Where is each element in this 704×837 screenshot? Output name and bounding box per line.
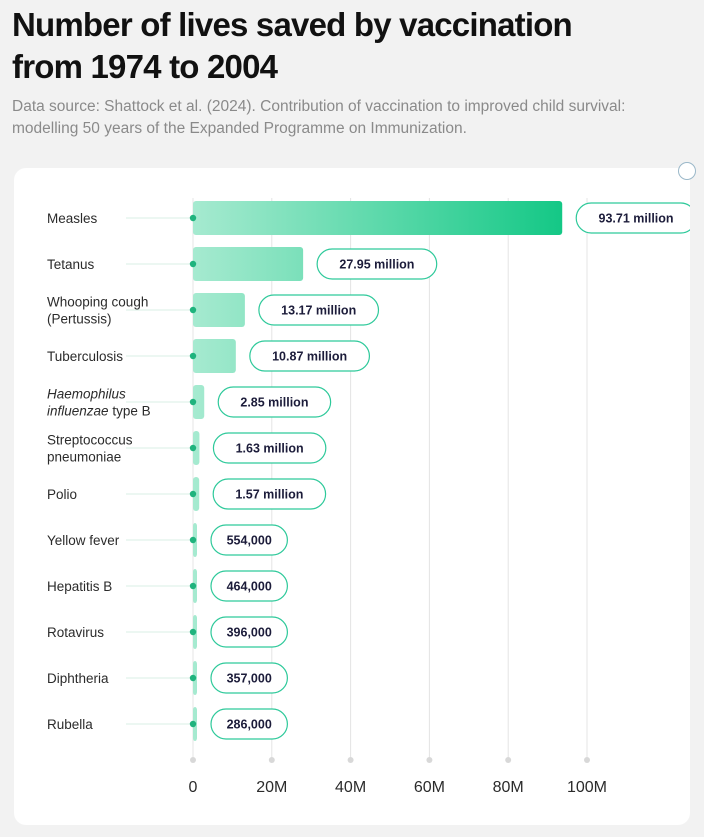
category-label: Measles bbox=[47, 211, 98, 226]
value-label: 2.85 million bbox=[240, 396, 308, 410]
category-label: Tuberculosis bbox=[47, 349, 123, 364]
bar-start-dot bbox=[189, 352, 197, 360]
x-tick-label: 40M bbox=[335, 779, 366, 796]
value-label: 464,000 bbox=[227, 580, 272, 594]
value-pill bbox=[210, 662, 289, 694]
category-label: Haemophilus bbox=[47, 387, 126, 402]
category-label: Yellow fever bbox=[47, 533, 120, 548]
grid-end-dot bbox=[584, 757, 590, 763]
value-pill bbox=[212, 478, 327, 510]
bar-row: Tetanus 27.95 million bbox=[47, 247, 438, 281]
value-pill bbox=[210, 708, 289, 740]
bar-start-dot bbox=[189, 214, 197, 222]
value-label: 93.71 million bbox=[599, 212, 674, 226]
value-pill bbox=[258, 294, 380, 326]
x-tick-label: 60M bbox=[414, 779, 445, 796]
grid-end-dot bbox=[190, 757, 196, 763]
category-label: Rotavirus bbox=[47, 625, 104, 640]
value-pill bbox=[210, 616, 289, 648]
bar-start-dot bbox=[189, 674, 197, 682]
value-label: 10.87 million bbox=[272, 350, 347, 364]
value-pill bbox=[212, 432, 327, 464]
category-label: Tetanus bbox=[47, 257, 95, 272]
category-label: (Pertussis) bbox=[47, 312, 112, 327]
bar-start-dot bbox=[189, 444, 197, 452]
bar bbox=[193, 247, 304, 281]
bar-start-dot bbox=[189, 720, 197, 728]
bar-row: Diphtheria 357,000 bbox=[47, 661, 289, 695]
bar-start-dot bbox=[189, 398, 197, 406]
category-label: influenzae type B bbox=[47, 404, 151, 419]
category-label: Polio bbox=[47, 487, 77, 502]
grid-end-dot bbox=[426, 757, 433, 763]
category-label: Whooping cough bbox=[47, 295, 148, 310]
bar bbox=[193, 201, 563, 235]
chart-card: Measles 93.71 million Tetanus 27.95 million… bbox=[14, 162, 697, 825]
bar bbox=[193, 293, 245, 327]
grid-end-dot bbox=[268, 757, 275, 763]
value-pill bbox=[210, 570, 289, 602]
x-tick-label: 0 bbox=[189, 779, 198, 796]
bar-start-dot bbox=[189, 582, 197, 590]
bar-row: Rotavirus 396,000 bbox=[47, 615, 289, 649]
bar-row: Haemophilus influenzae type B 2.85 million bbox=[47, 385, 332, 419]
category-label: Rubella bbox=[47, 717, 93, 732]
category-label: Streptococcus bbox=[47, 433, 133, 448]
value-label: 1.57 million bbox=[235, 488, 303, 502]
bar-start-dot bbox=[189, 536, 197, 544]
bar-row: Rubella 286,000 bbox=[47, 707, 289, 741]
category-label: pneumoniae bbox=[47, 450, 121, 465]
bar bbox=[193, 385, 205, 419]
x-axis: 0 20M 40M 60M 80M 100M bbox=[189, 779, 607, 796]
value-label: 13.17 million bbox=[281, 304, 356, 318]
grid-end-dot bbox=[347, 757, 354, 763]
bar-row: Tuberculosis 10.87 million bbox=[47, 339, 371, 373]
bar-start-dot bbox=[189, 490, 197, 498]
value-label: 286,000 bbox=[227, 718, 272, 732]
bar-chart: Measles 93.71 million Tetanus 27.95 million… bbox=[47, 198, 697, 796]
bar-row: Yellow fever 554,000 bbox=[47, 523, 289, 557]
grid-end-dot bbox=[505, 757, 512, 763]
bar-row: Hepatitis B 464,000 bbox=[47, 569, 289, 603]
value-label: 396,000 bbox=[227, 626, 272, 640]
value-label: 357,000 bbox=[227, 672, 272, 686]
x-tick-label: 20M bbox=[256, 779, 287, 796]
bar-row: Streptococcus pneumoniae 1.63 million bbox=[47, 431, 327, 465]
bar-row: Measles 93.71 million bbox=[47, 201, 697, 235]
value-label: 554,000 bbox=[227, 534, 272, 548]
value-label: 27.95 million bbox=[339, 258, 414, 272]
corner-badge-icon bbox=[678, 162, 696, 180]
bar-start-dot bbox=[189, 260, 197, 268]
x-tick-label: 100M bbox=[567, 779, 607, 796]
value-pill bbox=[210, 524, 289, 556]
category-label: Hepatitis B bbox=[47, 579, 112, 594]
bar bbox=[193, 339, 236, 373]
value-pill bbox=[249, 340, 371, 372]
category-label: Diphtheria bbox=[47, 671, 109, 686]
bar bbox=[193, 431, 200, 465]
value-pill bbox=[316, 248, 438, 280]
chart-subtitle: Data source: Shattock et al. (2024). Con… bbox=[12, 98, 626, 137]
bar-row: Whooping cough (Pertussis) 13.17 million bbox=[47, 293, 380, 327]
x-tick-label: 80M bbox=[493, 779, 524, 796]
chart-title: Number of lives saved by vaccination fro… bbox=[12, 6, 573, 85]
bar-start-dot bbox=[189, 306, 197, 314]
bar-row: Polio 1.57 million bbox=[47, 477, 327, 511]
value-label: 1.63 million bbox=[236, 442, 304, 456]
bars: Measles 93.71 million Tetanus 27.95 million… bbox=[47, 201, 697, 741]
bar-start-dot bbox=[189, 628, 197, 636]
value-pill bbox=[217, 386, 332, 418]
